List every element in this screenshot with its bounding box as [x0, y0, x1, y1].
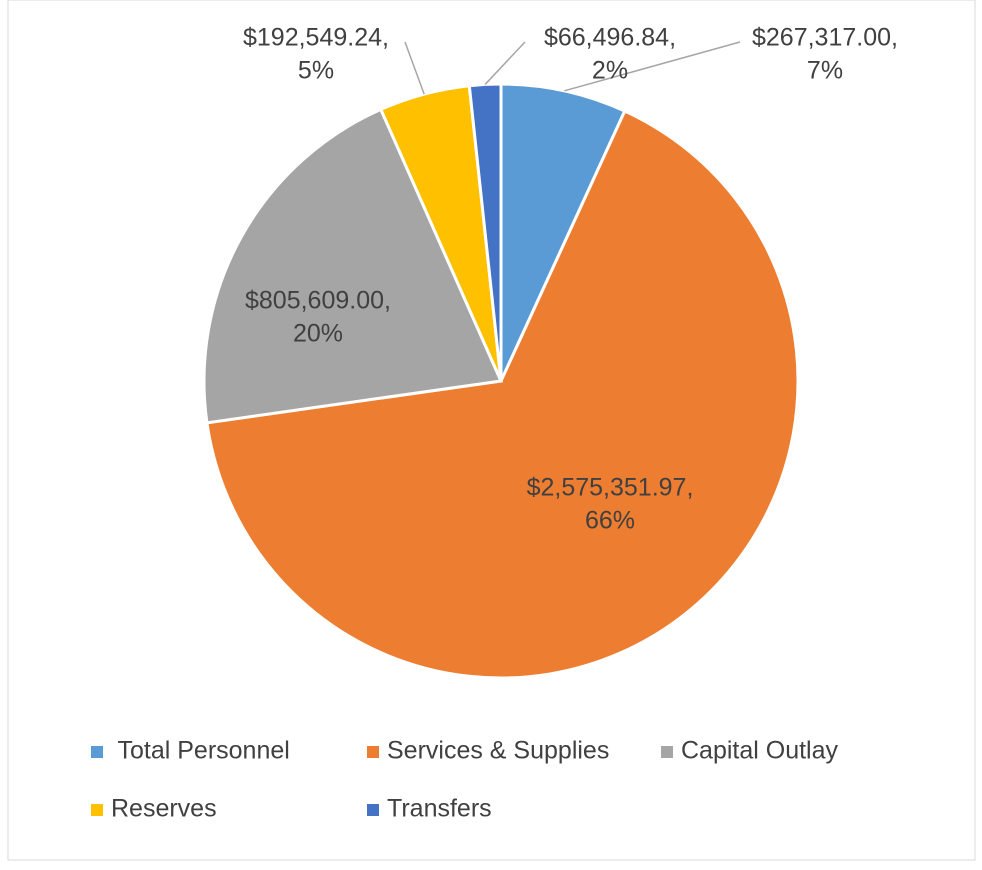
- data-label: $267,317.00,: [752, 24, 898, 52]
- legend-swatch: [91, 804, 103, 816]
- legend-label: Transfers: [387, 795, 492, 823]
- pie-slice: [467, 82, 503, 382]
- pie-slice: [202, 107, 504, 425]
- data-label: $66,496.84,: [544, 24, 676, 52]
- data-label: $192,549.24,: [243, 24, 389, 52]
- legend-label: Services & Supplies: [387, 737, 609, 765]
- legend-swatch: [367, 746, 379, 758]
- legend-label: Capital Outlay: [681, 737, 839, 765]
- legend-label: Reserves: [111, 795, 217, 823]
- data-label: 66%: [585, 507, 635, 535]
- pie-slice: [499, 82, 627, 382]
- data-label: 5%: [298, 57, 334, 85]
- legend-swatch: [91, 746, 103, 758]
- legend-swatch: [367, 804, 379, 816]
- data-label: $805,609.00,: [245, 287, 391, 315]
- data-label: 2%: [592, 57, 628, 85]
- data-label: 7%: [807, 57, 843, 85]
- legend-label: Total Personnel: [111, 737, 290, 765]
- leader-line: [404, 41, 425, 95]
- pie-slice: [205, 109, 800, 680]
- legend-swatch: [661, 746, 673, 758]
- data-label: 20%: [293, 320, 343, 348]
- leader-line: [484, 41, 526, 85]
- leader-line: [564, 41, 741, 92]
- data-label: $2,575,351.97,: [527, 474, 694, 502]
